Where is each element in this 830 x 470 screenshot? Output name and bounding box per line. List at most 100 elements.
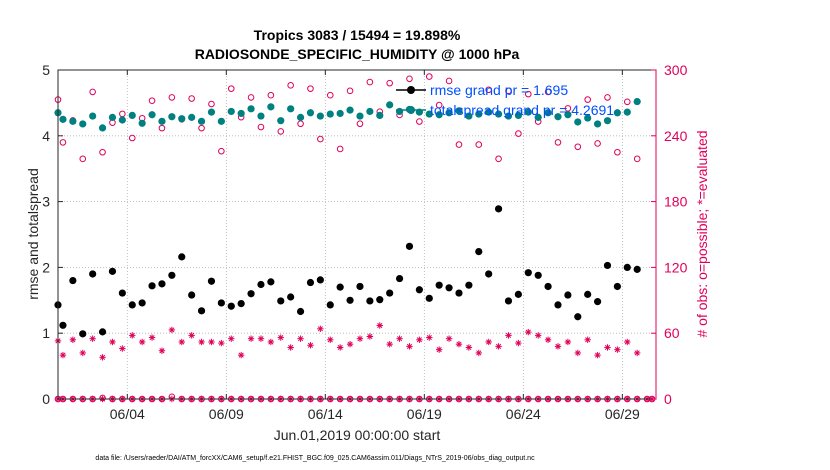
rmse-point (564, 291, 572, 299)
obs_possible-point (416, 118, 423, 125)
obs_evaluated-point (396, 335, 403, 342)
totalspread-point (465, 112, 473, 120)
totalspread-point (296, 113, 305, 121)
rmse-point (59, 321, 67, 329)
totalspread-point (524, 108, 532, 116)
totalspread-point (494, 110, 503, 118)
obs_evaluated-point (416, 336, 423, 343)
obs_evaluated-point (267, 338, 275, 346)
obs_possible-point (99, 148, 106, 156)
totalspread-point (633, 97, 641, 106)
y-right-tick-label: 120 (664, 259, 688, 275)
rmse-point (514, 290, 522, 298)
obs_possible-point (505, 87, 512, 95)
rmse-point (554, 301, 562, 309)
y-axis-right-label: # of obs: o=possible; *=evaluated (694, 130, 710, 337)
rmse-point (207, 277, 216, 285)
totalspread-point (514, 111, 522, 120)
totalspread-point (128, 111, 136, 120)
obs_evaluated-point (445, 335, 453, 342)
obs_possible-point (406, 75, 413, 83)
rmse-point (376, 296, 384, 304)
rmse-point (603, 261, 612, 270)
obs_possible-point (79, 155, 87, 163)
obs_possible-point (604, 94, 611, 101)
obs_possible-point (485, 86, 492, 94)
obs_evaluated-point (356, 335, 364, 342)
totalspread-point (217, 117, 225, 125)
x-tick-label: 06/09 (209, 406, 244, 422)
obs_evaluated-point (554, 343, 562, 350)
totalspread-point (455, 107, 463, 115)
obs_evaluated-point (99, 354, 106, 361)
obs_evaluated-point (129, 332, 136, 339)
obs_evaluated-point (495, 343, 502, 350)
totalspread-point (267, 103, 275, 111)
obs_possible-point (257, 123, 265, 131)
totalspread-point (118, 116, 126, 124)
obs_possible-point (346, 87, 354, 95)
rmse-point (445, 284, 453, 292)
legend-spread-marker (407, 106, 415, 114)
rmse-point (415, 286, 423, 294)
rmse-point (485, 270, 493, 278)
obs_evaluated-point (544, 336, 552, 343)
rmse-point (247, 290, 255, 298)
obs_possible-point (495, 155, 502, 163)
obs_possible-point (554, 139, 562, 146)
obs_evaluated-point (534, 332, 542, 339)
obs_possible-point (277, 128, 285, 135)
totalspread-point (336, 109, 344, 118)
obs_evaluated-point (247, 335, 255, 342)
obs_evaluated-point (475, 349, 482, 357)
rmse-point (188, 291, 196, 299)
totalspread-point (207, 108, 216, 116)
obs_evaluated-point (317, 325, 324, 333)
obs_possible-point (445, 77, 453, 85)
obs_evaluated-point (287, 344, 294, 351)
obs_possible-point (267, 91, 275, 99)
rmse-point (425, 294, 433, 302)
obs_evaluated-point (584, 336, 591, 343)
obs_possible-point (594, 140, 601, 147)
totalspread-point (306, 109, 315, 117)
obs_evaluated-point (168, 326, 176, 334)
totalspread-point (475, 110, 483, 118)
rmse-point (168, 271, 176, 279)
obs_evaluated-point (237, 351, 245, 359)
obs_evaluated-point (138, 338, 146, 346)
x-tick-label: 06/19 (407, 406, 442, 422)
obs_evaluated-point (89, 335, 96, 342)
rmse-point (405, 242, 414, 250)
totalspread-point (197, 117, 206, 125)
totalspread-point (435, 111, 443, 119)
totalspread-point (534, 113, 542, 121)
totalspread-point (623, 108, 631, 116)
totalspread-point (178, 115, 186, 123)
rmse-point (178, 253, 186, 261)
obs_possible-point (208, 100, 215, 108)
rmse-point (613, 282, 621, 291)
obs_evaluated-point (435, 346, 443, 353)
totalspread-point (603, 117, 612, 125)
y-left-tick-label: 4 (42, 128, 50, 144)
obs_possible-point (623, 98, 631, 106)
y-right-tick-label: 60 (664, 325, 680, 341)
grid (58, 70, 656, 399)
obs_possible-point (218, 147, 225, 155)
obs_evaluated-point (376, 322, 383, 329)
obs_evaluated-point (188, 332, 195, 339)
obs_possible-point (89, 88, 96, 96)
obs_evaluated-point (366, 333, 374, 340)
rmse-point (633, 265, 641, 273)
obs_evaluated-point (336, 344, 344, 351)
obs_possible-point (455, 141, 463, 148)
rmse-point (386, 289, 394, 297)
obs_evaluated-point (426, 334, 433, 341)
rmse-point (98, 328, 107, 336)
obs_evaluated-point (386, 340, 393, 348)
obs_possible-point (614, 148, 621, 156)
rmse-point (148, 282, 156, 290)
totalspread-point (69, 117, 77, 125)
